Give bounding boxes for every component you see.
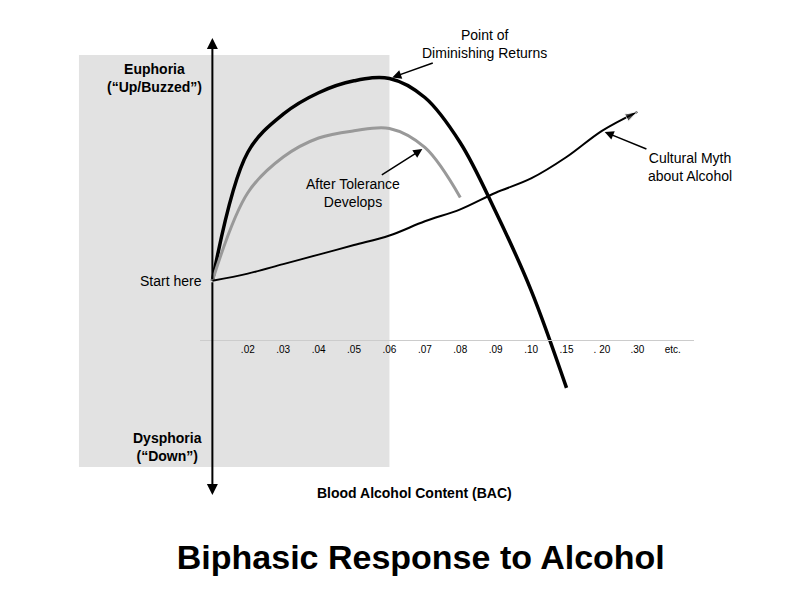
svg-text:Biphasic Response to Alcohol: Biphasic Response to Alcohol [177,538,665,576]
svg-text:. 20: . 20 [594,344,611,355]
svg-text:.30: .30 [630,344,644,355]
svg-text:.08: .08 [453,344,467,355]
svg-text:.10: .10 [524,344,538,355]
svg-text:Point ofDiminishing Returns: Point ofDiminishing Returns [422,27,547,61]
svg-text:Euphoria(“Up/Buzzed”): Euphoria(“Up/Buzzed”) [107,61,202,95]
svg-text:Cultural Mythabout Alcohol: Cultural Mythabout Alcohol [648,150,732,184]
svg-text:Start here: Start here [140,273,202,289]
svg-text:.09: .09 [489,344,503,355]
svg-text:Dysphoria(“Down”): Dysphoria(“Down”) [133,430,202,464]
svg-text:After ToleranceDevelops: After ToleranceDevelops [306,176,400,210]
svg-text:.07: .07 [418,344,432,355]
svg-text:etc.: etc. [665,344,681,355]
svg-text:.03: .03 [276,344,290,355]
svg-text:Blood Alcohol Content (BAC): Blood Alcohol Content (BAC) [317,485,512,501]
svg-text:.05: .05 [347,344,361,355]
svg-text:.04: .04 [312,344,326,355]
svg-text:.06: .06 [383,344,397,355]
svg-text:.02: .02 [241,344,255,355]
svg-text:.15: .15 [560,344,574,355]
